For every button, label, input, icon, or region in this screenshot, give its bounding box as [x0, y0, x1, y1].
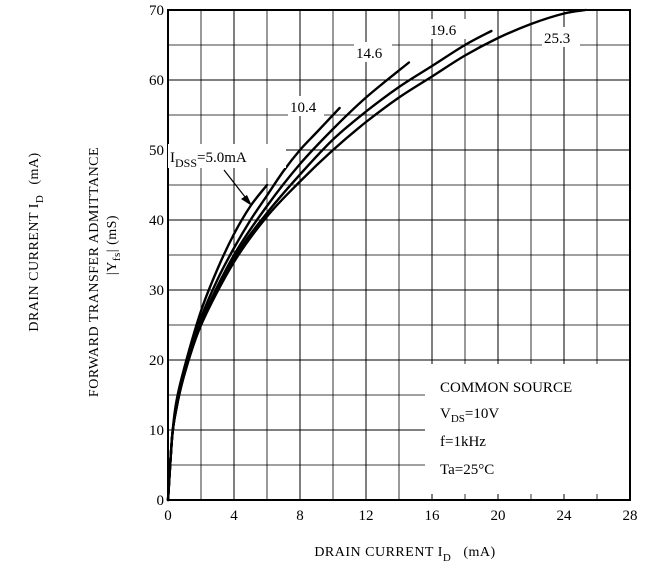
- idss-pointer-arrowhead: [241, 195, 252, 206]
- x-tick-label: 20: [491, 508, 506, 524]
- y-tick-label: 0: [157, 493, 165, 509]
- y-axis-label-line2-sub: fs: [111, 252, 123, 261]
- x-axis-label-main: DRAIN CURRENT I: [314, 545, 443, 560]
- left-axis-label-main: DRAIN CURRENT I: [27, 203, 42, 332]
- y-axis-label-line2-end: | (mS): [105, 215, 120, 252]
- series-label-19-6: 19.6: [430, 23, 457, 39]
- y-axis-label-line2-main: |Y: [105, 261, 120, 275]
- condition-frequency: f=1kHz: [440, 434, 486, 450]
- x-tick-label: 4: [230, 508, 238, 524]
- idss-label-bg: [168, 144, 286, 168]
- label-bg-14-6: [354, 42, 392, 62]
- plot-frame: [167, 9, 631, 501]
- y-tick-label: 60: [149, 73, 164, 89]
- condition-temperature: Ta=25°C: [440, 462, 494, 478]
- condition-vds-end: =10V: [465, 406, 499, 422]
- series-curve-2: [166, 61, 411, 502]
- label-bg-25-3: [542, 27, 580, 47]
- series-curve-4: [166, 8, 587, 502]
- left-axis-label-sub: D: [34, 195, 46, 203]
- curves: [166, 8, 587, 502]
- y-tick-label: 30: [149, 283, 164, 299]
- x-axis-label-unit: (mA): [463, 545, 495, 560]
- y-tick-label: 70: [149, 3, 164, 19]
- condition-vds: VDS=10V: [440, 406, 499, 425]
- y-tick-label: 20: [149, 353, 164, 369]
- left-axis-label: DRAIN CURRENT ID (mA): [27, 152, 46, 331]
- series-label-idss: IDSS=5.0mA: [170, 150, 247, 170]
- y-tick-label: 50: [149, 143, 164, 159]
- x-tick-label: 0: [164, 508, 172, 524]
- x-tick-label: 28: [623, 508, 638, 524]
- y-tick-label: 40: [149, 213, 164, 229]
- x-tick-label: 24: [557, 508, 573, 524]
- condition-vds-main: V: [440, 406, 451, 422]
- y-tick-labels: 0 10 20 30 40 50 60 70: [149, 3, 164, 509]
- x-tick-labels: 0 4 8 12 16 20 24 28: [164, 508, 637, 524]
- condition-common-source: COMMON SOURCE: [440, 380, 572, 396]
- y-tick-label: 10: [149, 423, 164, 439]
- label-bg-19-6: [428, 19, 466, 39]
- series-label-25-3: 25.3: [544, 31, 570, 47]
- y-axis-label-line2: |Yfs| (mS): [105, 215, 123, 275]
- left-axis-label-unit: (mA): [27, 152, 42, 184]
- conditions-box: [425, 364, 629, 494]
- y-axis-label-line1: FORWARD TRANSFER ADMITTANCE: [87, 147, 102, 397]
- x-tick-label: 8: [296, 508, 304, 524]
- series-label-idss-sub: DSS: [175, 156, 197, 170]
- label-bg-10-4: [288, 96, 324, 116]
- series-label-idss-end: =5.0mA: [197, 150, 247, 166]
- x-tick-label: 12: [359, 508, 374, 524]
- x-tick-label: 16: [425, 508, 441, 524]
- series-label-14-6: 14.6: [356, 46, 383, 62]
- series-label-idss-main: I: [170, 150, 175, 166]
- series-label-10-4: 10.4: [290, 100, 317, 116]
- condition-vds-sub: DS: [451, 413, 465, 425]
- x-axis-label: DRAIN CURRENT ID (mA): [314, 545, 495, 562]
- x-axis-label-sub: D: [443, 552, 451, 562]
